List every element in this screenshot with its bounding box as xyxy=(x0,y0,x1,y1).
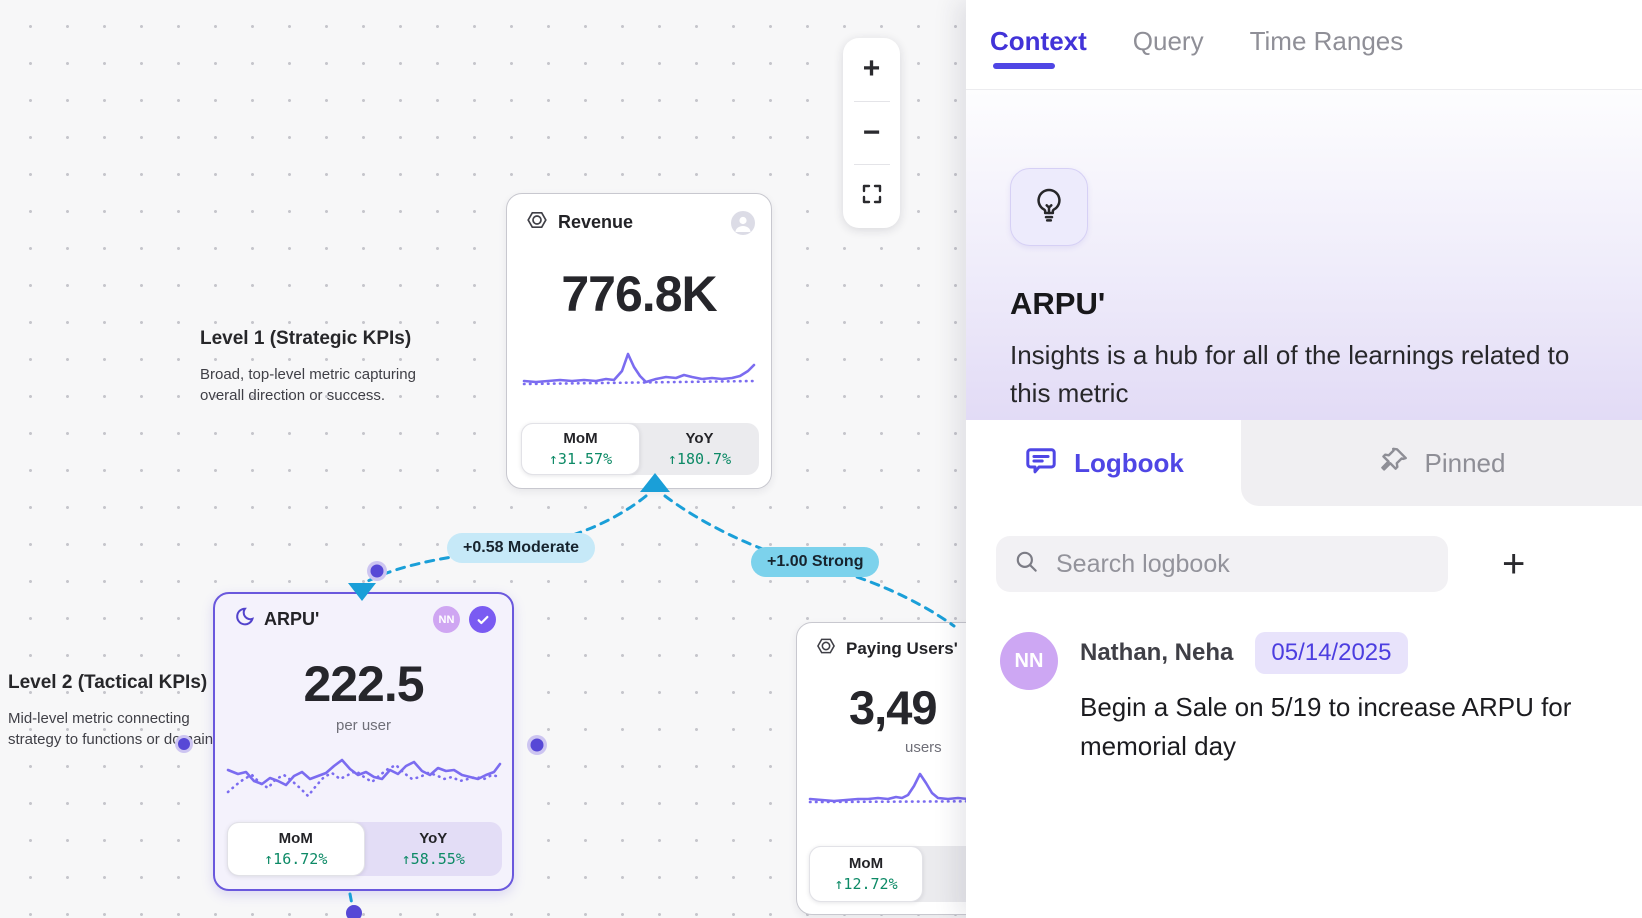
mom-segment[interactable]: MoM ↑31.57% xyxy=(521,423,640,475)
yoy-value: ↑58.55% xyxy=(401,850,465,868)
metric-hero-section: ARPU' Insights is a hub for all of the l… xyxy=(966,90,1642,420)
fullscreen-icon xyxy=(860,180,884,214)
yoy-segment[interactable]: YoY ↑180.7% xyxy=(640,423,759,475)
level-2-description: Mid-level metric connecting strategy to … xyxy=(8,710,225,748)
handle-dot-arpu-bottom xyxy=(346,905,362,918)
zoom-out-button[interactable]: − xyxy=(862,116,881,149)
entry-author-avatar: NN xyxy=(1000,632,1058,690)
card-title: Paying Users' xyxy=(846,638,958,658)
entry-body: Nathan, Neha 05/14/2025 Begin a Sale on … xyxy=(1080,632,1620,766)
handle-halo xyxy=(367,561,387,581)
search-input[interactable] xyxy=(1056,549,1430,579)
verified-check-icon xyxy=(469,606,496,633)
entry-date-badge: 05/14/2025 xyxy=(1255,632,1408,674)
card-title: Revenue xyxy=(558,212,634,232)
fit-view-button[interactable] xyxy=(843,165,900,228)
level-2-title: Level 2 (Tactical KPIs) xyxy=(8,672,208,693)
logbook-search-row: + xyxy=(966,506,1642,592)
insight-bulb-button[interactable] xyxy=(1010,168,1088,246)
mom-value: ↑31.57% xyxy=(548,450,613,468)
edge-arpu-down xyxy=(348,892,355,912)
owner-avatar-icon xyxy=(731,210,755,235)
metric-card-arpu[interactable]: ARPU' NN 222.5 per user MoM ↑16.72% xyxy=(213,592,514,891)
metric-description: Insights is a hub for all of the learnin… xyxy=(1010,340,1570,408)
handle-dot-arpu-right xyxy=(530,738,544,752)
pin-icon xyxy=(1378,445,1410,482)
correlation-badge-moderate[interactable]: +0.58 Moderate xyxy=(447,533,596,563)
hexagon-metric-icon xyxy=(525,208,549,237)
entry-author-name: Nathan, Neha xyxy=(1080,639,1234,666)
yoy-label: YoY xyxy=(685,430,714,447)
divider xyxy=(853,100,890,102)
revenue-period-toggle: MoM ↑31.57% YoY ↑180.7% xyxy=(521,423,759,475)
zoom-in-button[interactable]: + xyxy=(862,52,881,86)
pinned-tab-label: Pinned xyxy=(1424,447,1506,478)
metric-value: 3,49 xyxy=(849,681,937,734)
tab-logbook[interactable]: Logbook xyxy=(966,420,1241,506)
tab-pinned[interactable]: Pinned xyxy=(1241,420,1642,506)
mom-value: ↑12.72% xyxy=(834,875,898,893)
yoy-label: YoY xyxy=(419,830,448,847)
handle-halo xyxy=(527,735,547,755)
mom-segment[interactable]: MoM ↑16.72% xyxy=(227,822,365,876)
correlation-badge-strong[interactable]: +1.00 Strong xyxy=(751,547,880,577)
level-2-annotation: Level 2 (Tactical KPIs) Mid-level metric… xyxy=(8,672,225,750)
metric-unit: per user xyxy=(335,717,392,734)
lightbulb-icon xyxy=(1029,185,1069,230)
metric-value: 222.5 xyxy=(303,656,424,712)
logbook-search-box[interactable] xyxy=(996,536,1448,592)
entry-text: Begin a Sale on 5/19 to increase ARPU fo… xyxy=(1080,692,1572,761)
yoy-value: ↑180.7% xyxy=(667,450,732,468)
divider xyxy=(853,164,890,166)
level-1-annotation: Level 1 (Strategic KPIs) Broad, top-leve… xyxy=(200,328,416,406)
hexagon-metric-icon xyxy=(815,635,837,662)
mom-value: ↑16.72% xyxy=(264,850,328,868)
metric-card-revenue[interactable]: Revenue 776.8K MoM ↑31.57% YoY ↑180.7% xyxy=(506,193,772,489)
mom-label: MoM xyxy=(563,430,598,447)
yoy-segment[interactable]: YoY ↑58.55% xyxy=(365,822,503,876)
logbook-pinned-tabs: Logbook Pinned xyxy=(966,420,1642,506)
metric-title: ARPU' xyxy=(1010,286,1106,321)
logbook-entry[interactable]: NN Nathan, Neha 05/14/2025 Begin a Sale … xyxy=(966,592,1642,766)
owner-initials-badge: NN xyxy=(433,606,460,633)
mom-segment[interactable]: MoM ↑12.72% xyxy=(809,846,923,902)
crescent-moon-icon xyxy=(233,606,255,633)
canvas-zoom-toolbar: + − xyxy=(843,38,900,228)
context-panel: Context Query Time Ranges ARPU' Insights… xyxy=(966,0,1642,918)
level-1-title: Level 1 (Strategic KPIs) xyxy=(200,328,412,349)
revenue-sparkline xyxy=(522,352,756,386)
arpu-sparkline xyxy=(226,758,501,798)
tab-query[interactable]: Query xyxy=(1132,26,1204,56)
mom-label: MoM xyxy=(848,855,884,872)
metric-unit: users xyxy=(905,739,942,756)
logbook-tab-label: Logbook xyxy=(1074,447,1184,478)
arpu-period-toggle: MoM ↑16.72% YoY ↑58.55% xyxy=(227,822,502,876)
logbook-speech-bubble-icon xyxy=(1023,443,1059,484)
search-icon xyxy=(1014,549,1040,580)
metric-tree-canvas[interactable]: +0.58 Moderate +1.00 Strong + − Level 1 … xyxy=(0,0,1048,918)
tab-context[interactable]: Context xyxy=(990,26,1087,77)
add-logbook-entry-button[interactable]: + xyxy=(1502,542,1526,586)
metric-value: 776.8K xyxy=(561,266,717,322)
panel-tab-bar: Context Query Time Ranges xyxy=(966,0,1642,90)
handle-dot-arpu-top xyxy=(370,564,384,578)
level-1-description: Broad, top-level metric capturing overal… xyxy=(200,366,416,404)
tab-time-ranges[interactable]: Time Ranges xyxy=(1249,26,1404,56)
mom-label: MoM xyxy=(278,830,313,847)
card-title: ARPU' xyxy=(264,609,320,629)
